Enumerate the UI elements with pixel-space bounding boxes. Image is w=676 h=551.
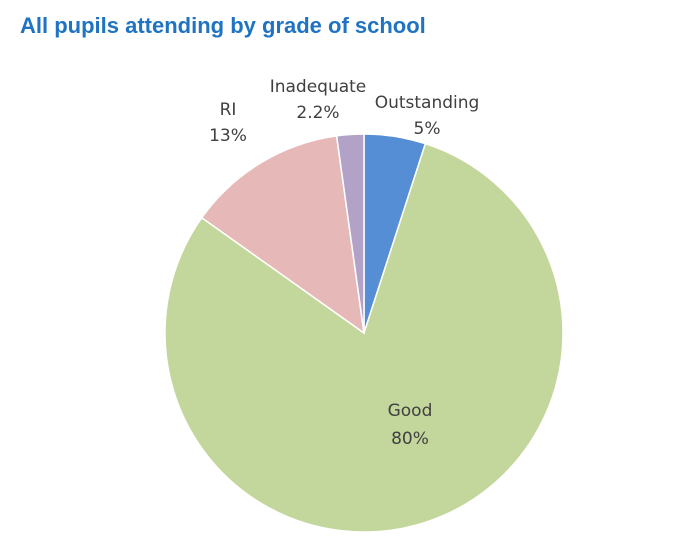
pie-slice-ri bbox=[200, 135, 365, 335]
slice-value-label: 13% bbox=[209, 126, 247, 146]
chart-title: All pupils attending by grade of school bbox=[20, 13, 426, 38]
pie-labels: Outstanding 5% Good 80% RI 13% Inadequate 2.2% bbox=[209, 77, 479, 449]
slice-category-label: Good bbox=[388, 401, 433, 421]
pie-slice-good bbox=[164, 142, 564, 533]
slice-value-label: 5% bbox=[414, 119, 441, 139]
slice-value-label: 2.2% bbox=[296, 103, 339, 123]
slice-category-label: Outstanding bbox=[375, 93, 480, 113]
slice-value-label: 80% bbox=[391, 429, 429, 449]
pie-slices bbox=[164, 133, 564, 533]
pie-slice-inadequate bbox=[335, 133, 365, 334]
slice-category-label: RI bbox=[220, 100, 237, 120]
slice-category-label: Inadequate bbox=[270, 77, 367, 97]
